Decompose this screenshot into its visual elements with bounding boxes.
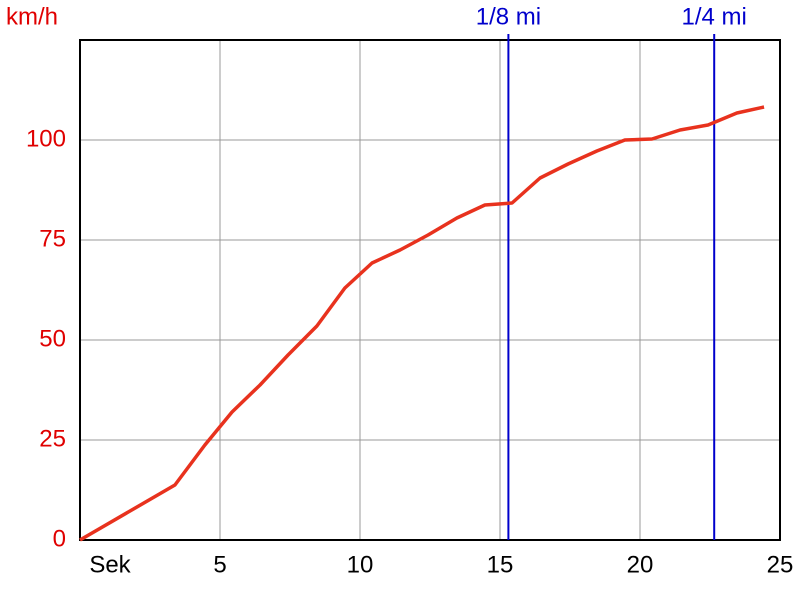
distance-marker-label: 1/8 mi xyxy=(476,3,541,30)
distance-marker-label: 1/4 mi xyxy=(682,3,747,30)
x-tick-label: 5 xyxy=(213,551,226,578)
y-axis-label: km/h xyxy=(6,3,58,30)
speed-line xyxy=(79,105,765,542)
x-tick-label: 25 xyxy=(767,551,794,578)
y-tick-label: 0 xyxy=(53,525,66,552)
x-tick-label: 15 xyxy=(487,551,514,578)
x-tick-label: 10 xyxy=(347,551,374,578)
y-tick-label: 25 xyxy=(39,425,66,452)
y-tick-label: 50 xyxy=(39,325,66,352)
x-axis-label: Sek xyxy=(89,551,131,578)
y-tick-label: 75 xyxy=(39,225,66,252)
plot-frame xyxy=(79,39,781,541)
y-tick-label: 100 xyxy=(26,125,66,152)
x-tick-label: 20 xyxy=(627,551,654,578)
